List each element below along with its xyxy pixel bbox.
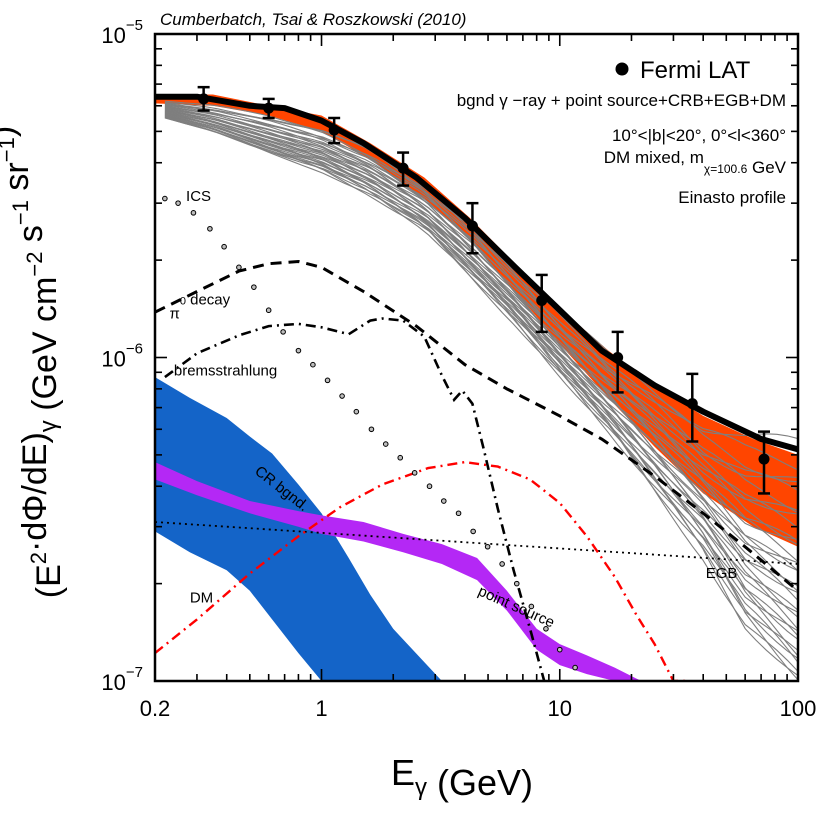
ics-point (368, 426, 375, 433)
bremsstrahlung-line (164, 317, 546, 681)
ics-point (543, 625, 549, 632)
0-decay-line (155, 259, 798, 592)
ics-point (382, 441, 389, 447)
ics-point (572, 664, 578, 671)
scan-samples-layer (164, 100, 798, 681)
ics-point (339, 393, 345, 399)
ics-point (513, 580, 520, 587)
fermi-lat-point (328, 116, 341, 145)
x-tick-label: 10 (548, 696, 572, 721)
scan-sample-line (164, 115, 798, 660)
ics-point (207, 225, 213, 232)
ics-point (440, 498, 447, 504)
ics-point (324, 377, 331, 384)
total-band-band (155, 94, 798, 547)
fermi-lat-point (397, 151, 410, 187)
component-lines-layer (155, 93, 798, 681)
fermi-lat-point (758, 430, 771, 495)
ics-point (397, 454, 404, 461)
info-line: Einasto profile (678, 188, 786, 207)
axis-ticks (154, 34, 799, 682)
x-tick-label: 100 (780, 696, 817, 721)
plot-area (155, 85, 798, 681)
legend-marker (615, 62, 629, 76)
scan-sample-line (164, 110, 798, 594)
point-source-band (155, 462, 659, 681)
dm-line (155, 460, 690, 681)
scan-sample-line (164, 117, 798, 672)
annotation-decay: π0 decay (169, 291, 230, 322)
ics-point (162, 195, 168, 202)
fermi-lat-point (686, 372, 699, 443)
x-tick-label: 1 (315, 696, 327, 721)
ics-point (411, 470, 418, 476)
ics-point (426, 483, 433, 490)
fermi-lat-point (262, 97, 275, 120)
y-tick-label: 10−6 (101, 341, 143, 372)
ics-point (190, 210, 197, 216)
info-line: bgnd γ −ray + point source+CRB+EGB+DM (457, 91, 786, 110)
legend-label: Fermi LAT (640, 57, 751, 84)
ics-point (528, 603, 535, 610)
cr-bgnd-band (155, 377, 442, 681)
annotation-dm: DM (190, 589, 213, 606)
ics-point (499, 561, 505, 567)
fermi-lat-point (611, 330, 624, 394)
fermi-lat-point (535, 273, 548, 334)
fermi-lat-point (466, 201, 479, 255)
annotation-bremsstrahlung: bremsstrahlung (174, 362, 277, 379)
scan-sample-line (164, 116, 798, 681)
legend: Fermi LAT (615, 57, 751, 84)
ics-point (251, 284, 257, 290)
ics-point (295, 347, 302, 354)
annotation-egb: EGB (706, 565, 738, 582)
y-tick-label: 10−7 (101, 664, 143, 695)
scan-sample-line (164, 117, 798, 677)
annotation-ics: ICS (186, 188, 211, 205)
ics-point (310, 361, 316, 368)
scan-sample-line (164, 107, 798, 541)
info-line: 10°<|b|<20°, 0°<l<360° (612, 126, 786, 145)
y-axis-label: (E2·dΦ/dE)γ (GeV cm−2 s−1 sr−1) (0, 126, 68, 598)
info-text-block: bgnd γ −ray + point source+CRB+EGB+DM 10°… (457, 91, 787, 207)
x-axis-label: Eγ (GeV) (391, 752, 533, 803)
axis-tick-labels: 0.2 1 10 100 10−7 10−6 10−5 (101, 17, 816, 721)
ics-point (221, 243, 227, 250)
fermi-lat-point (197, 85, 210, 112)
ics-point (280, 329, 286, 335)
ics-point (470, 528, 476, 535)
bands-layer (155, 94, 798, 681)
ics-point (353, 408, 360, 415)
ics-point (265, 307, 272, 314)
data-points-layer (162, 85, 771, 671)
scan-sample-line (164, 113, 798, 630)
scan-sample-line (164, 105, 798, 515)
ics-point (236, 264, 242, 271)
scan-sample-line (164, 112, 798, 613)
scan-sample-line (164, 113, 798, 611)
ics-point (484, 543, 491, 550)
chart-title: Cumberbatch, Tsai & Roszkowski (2010) (160, 10, 466, 29)
annotation-point-source: point source (476, 583, 558, 632)
ics-point (556, 646, 563, 653)
y-tick-label: 10−5 (101, 17, 143, 48)
ics-point (175, 200, 181, 206)
x-tick-label: 0.2 (140, 696, 171, 721)
ics-point (455, 510, 462, 517)
info-line: DM mixed, mχ=100.6 GeV (604, 148, 787, 177)
